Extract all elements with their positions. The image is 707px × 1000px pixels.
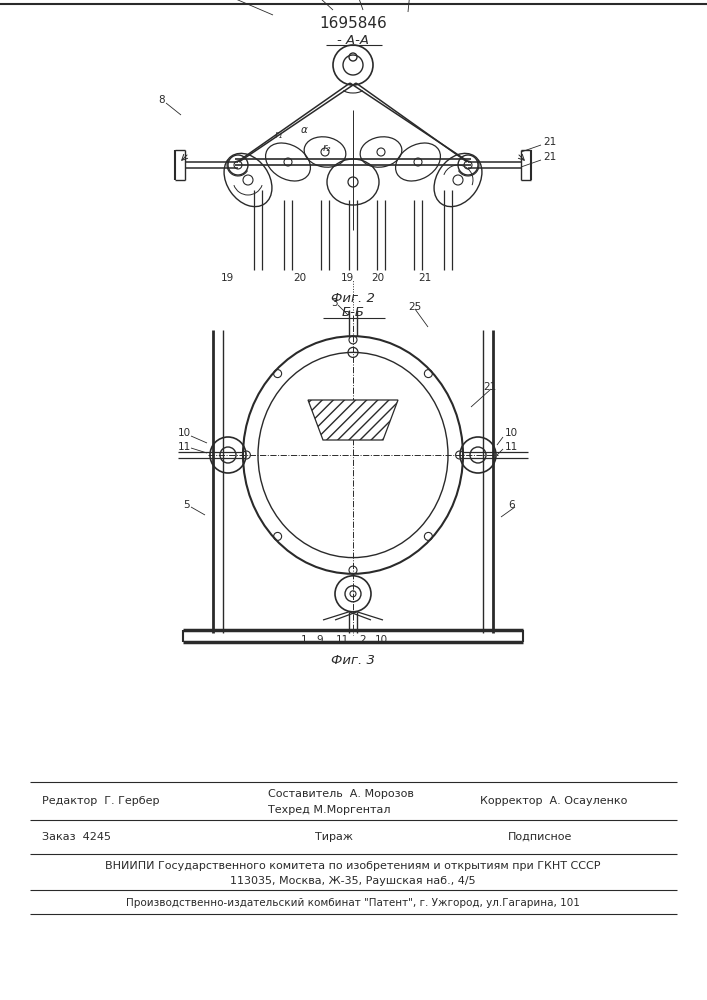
Text: r₁: r₁ bbox=[275, 130, 284, 140]
Text: 21: 21 bbox=[418, 273, 431, 283]
Text: 9: 9 bbox=[316, 635, 322, 645]
Text: 25: 25 bbox=[408, 302, 421, 312]
Text: Техред М.Моргентал: Техред М.Моргентал bbox=[268, 805, 390, 815]
Text: 1695846: 1695846 bbox=[319, 16, 387, 31]
Text: 1: 1 bbox=[301, 635, 308, 645]
Text: 10: 10 bbox=[375, 635, 388, 645]
Text: Фиг. 2: Фиг. 2 bbox=[331, 292, 375, 304]
Text: 21: 21 bbox=[543, 152, 556, 162]
Text: Корректор  А. Осауленко: Корректор А. Осауленко bbox=[480, 796, 627, 806]
Text: 11: 11 bbox=[336, 635, 349, 645]
Text: 11: 11 bbox=[178, 442, 192, 452]
Text: 20: 20 bbox=[371, 273, 384, 283]
Text: Редактор  Г. Гербер: Редактор Г. Гербер bbox=[42, 796, 160, 806]
Text: Тираж: Тираж bbox=[315, 832, 353, 842]
Text: Составитель  А. Морозов: Составитель А. Морозов bbox=[268, 789, 414, 799]
Text: 21: 21 bbox=[543, 137, 556, 147]
Text: 11: 11 bbox=[505, 442, 518, 452]
Text: 10: 10 bbox=[505, 428, 518, 438]
Text: 8: 8 bbox=[158, 95, 165, 105]
Text: r₂: r₂ bbox=[323, 143, 332, 153]
Text: 113035, Москва, Ж-35, Раушская наб., 4/5: 113035, Москва, Ж-35, Раушская наб., 4/5 bbox=[230, 876, 476, 886]
Text: 5: 5 bbox=[183, 500, 189, 510]
Text: 21: 21 bbox=[483, 382, 496, 392]
Text: Производственно-издательский комбинат "Патент", г. Ужгород, ул.Гагарина, 101: Производственно-издательский комбинат "П… bbox=[126, 898, 580, 908]
Text: α: α bbox=[301, 125, 308, 135]
Text: ВНИИПИ Государственного комитета по изобретениям и открытиям при ГКНТ СССР: ВНИИПИ Государственного комитета по изоб… bbox=[105, 861, 601, 871]
Text: Подписное: Подписное bbox=[508, 832, 573, 842]
Polygon shape bbox=[308, 400, 398, 440]
Text: Б-Б: Б-Б bbox=[341, 306, 365, 320]
Text: 19: 19 bbox=[341, 273, 354, 283]
Text: 19: 19 bbox=[221, 273, 234, 283]
Text: 10: 10 bbox=[178, 428, 191, 438]
Text: - А-А: - А-А bbox=[337, 33, 369, 46]
Text: 3: 3 bbox=[331, 298, 338, 308]
Text: Заказ  4245: Заказ 4245 bbox=[42, 832, 111, 842]
Text: 6: 6 bbox=[508, 500, 515, 510]
Text: Фиг. 3: Фиг. 3 bbox=[331, 654, 375, 666]
Text: 2: 2 bbox=[359, 635, 366, 645]
Text: 20: 20 bbox=[293, 273, 306, 283]
